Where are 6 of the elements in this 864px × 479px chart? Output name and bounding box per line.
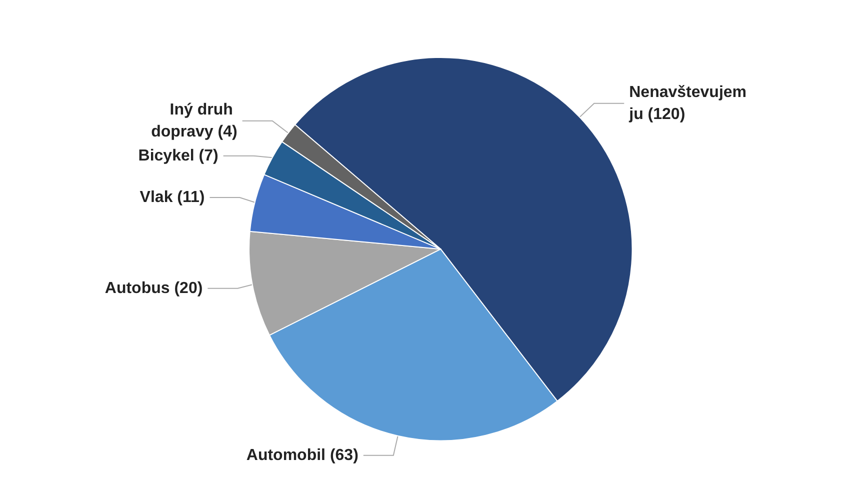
slice-label: Autobus (20) <box>104 280 203 297</box>
slice-label: Iný druh dopravy (4) <box>151 101 238 140</box>
slice-label: Vlak (11) <box>140 189 205 206</box>
slice-label: Nenavštevujem ju (120) <box>628 84 751 123</box>
slice-label: Bicykel (7) <box>138 147 218 164</box>
slice-label: Automobil (63) <box>246 446 358 464</box>
